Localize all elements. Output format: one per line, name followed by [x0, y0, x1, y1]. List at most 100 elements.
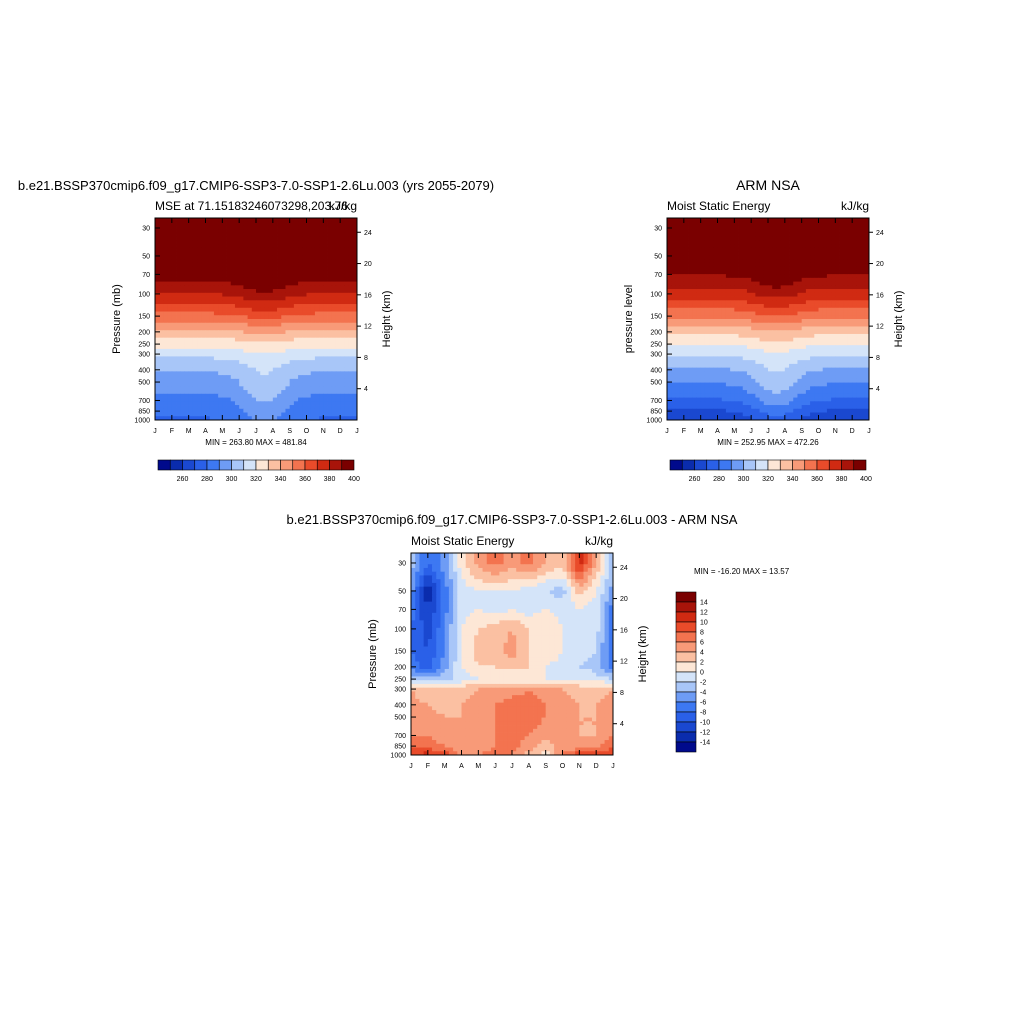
contour-cell — [348, 221, 354, 226]
contour-cell — [818, 386, 824, 391]
contour-cell — [700, 281, 706, 286]
contour-cell — [814, 266, 819, 271]
contour-cell — [306, 251, 312, 256]
contour-cell — [780, 371, 786, 376]
contour-cell — [683, 386, 689, 391]
contour-cell — [801, 330, 807, 335]
min-max-label: MIN = 263.80 MAX = 481.84 — [205, 438, 307, 447]
contour-cell — [184, 281, 190, 286]
contour-cell — [835, 232, 840, 238]
contour-cell — [856, 266, 861, 271]
contour-cell — [184, 232, 190, 238]
contour-cell — [293, 348, 299, 354]
contour-cell — [759, 319, 765, 324]
contour-cell — [801, 292, 807, 297]
contour-cell — [831, 247, 836, 253]
contour-cell — [197, 244, 202, 249]
contour-cell — [222, 393, 227, 398]
contour-cell — [763, 292, 769, 297]
contour-cell — [264, 240, 270, 245]
contour-cell — [243, 363, 248, 369]
contour-cell — [839, 255, 845, 260]
contour-cell — [167, 412, 173, 417]
contour-cell — [810, 281, 815, 286]
contour-cell — [847, 315, 853, 320]
contour-cell — [805, 330, 811, 335]
contour-cell — [789, 274, 794, 279]
contour-cell — [856, 390, 861, 395]
contour-cell — [247, 311, 253, 316]
colorbar-swatch — [341, 459, 355, 471]
contour-cell — [725, 247, 731, 253]
contour-cell — [759, 322, 765, 327]
contour-cell — [725, 333, 731, 339]
contour-cell — [864, 270, 870, 275]
contour-cell — [738, 390, 744, 395]
contour-cell — [864, 322, 870, 327]
contour-cell — [302, 300, 307, 305]
contour-cell — [184, 408, 190, 413]
contour-cell — [180, 218, 185, 223]
contour-cell — [713, 304, 718, 309]
contour-cell — [218, 315, 223, 320]
contour-cell — [709, 311, 714, 316]
contour-cell — [234, 307, 240, 312]
contour-cell — [327, 277, 333, 282]
contour-cell — [247, 408, 253, 413]
contour-cell — [856, 360, 861, 365]
contour-cell — [810, 315, 815, 320]
contour-cell — [251, 345, 257, 350]
contour-cell — [713, 345, 718, 350]
contour-cell — [835, 352, 840, 357]
contour-cell — [768, 315, 773, 320]
contour-cell — [340, 345, 345, 350]
contour-cell — [289, 378, 295, 383]
contour-cell — [810, 221, 815, 226]
contour-cell — [281, 378, 286, 383]
contour-cell — [780, 386, 786, 391]
contour-cell — [251, 262, 257, 268]
contour-cell — [864, 240, 870, 245]
contour-cell — [746, 375, 752, 380]
contour-cell — [675, 333, 681, 339]
contour-cell — [688, 262, 693, 268]
contour-cell — [742, 382, 748, 387]
contour-cell — [335, 240, 341, 245]
contour-cell — [180, 255, 185, 260]
contour-cell — [256, 240, 261, 245]
contour-cell — [847, 225, 853, 230]
contour-cell — [755, 300, 760, 305]
contour-cell — [192, 401, 198, 406]
contour-cell — [213, 371, 219, 376]
contour-cell — [260, 255, 265, 260]
contour-cell — [856, 262, 861, 268]
contour-cell — [789, 360, 794, 365]
contour-cell — [171, 247, 177, 253]
contour-cell — [839, 371, 845, 376]
contour-cell — [293, 397, 299, 402]
contour-cell — [692, 240, 697, 245]
contour-cell — [721, 240, 727, 245]
contour-cell — [839, 225, 845, 230]
contour-cell — [176, 244, 181, 249]
contour-cell — [860, 307, 866, 312]
contour-cell — [159, 236, 164, 241]
contour-cell — [742, 277, 748, 282]
contour-cell — [856, 326, 861, 331]
contour-cell — [700, 378, 706, 383]
contour-cell — [340, 382, 345, 387]
contour-cell — [814, 259, 819, 264]
contour-cell — [683, 311, 689, 316]
contour-cell — [805, 307, 811, 312]
contour-cell — [188, 405, 194, 410]
contour-cell — [763, 262, 769, 268]
contour-cell — [730, 304, 735, 309]
contour-cell — [352, 304, 358, 309]
contour-cell — [725, 390, 731, 395]
contour-cell — [331, 319, 337, 324]
contour-cell — [352, 266, 358, 271]
contour-cell — [205, 337, 211, 342]
contour-cell — [272, 270, 278, 275]
contour-cell — [243, 304, 248, 309]
contour-cell — [847, 240, 853, 245]
